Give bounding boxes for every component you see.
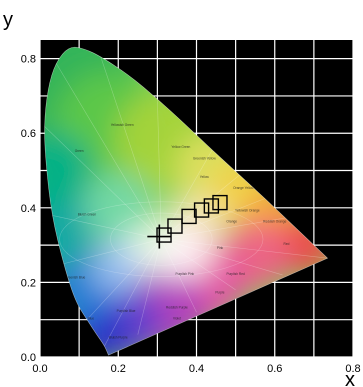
region-boundary-ring <box>110 212 213 266</box>
region-label: Purple <box>215 291 224 295</box>
region-label: Green <box>75 149 84 153</box>
region-boundary-line <box>161 217 286 240</box>
measurement-square <box>212 194 228 211</box>
color-blend-blob <box>44 132 94 209</box>
region-boundary-line <box>137 239 162 335</box>
region-boundary-line <box>44 125 162 240</box>
region-label: Blue <box>88 317 95 321</box>
region-label: Purplish Red <box>227 272 245 276</box>
white-point-glow <box>107 205 228 290</box>
x-tick-label: 0.2 <box>111 363 126 375</box>
y-axis-label: y <box>3 9 13 31</box>
region-label: Yellowish Orange <box>235 209 260 213</box>
region-label: Purplish Pink <box>175 272 194 276</box>
measurement-square <box>156 227 172 243</box>
region-label: Bluish Purple <box>109 335 128 339</box>
region-label: Reddish Orange <box>263 220 286 224</box>
region-label: Pink <box>217 246 224 250</box>
region-boundary-line <box>161 198 266 240</box>
x-tick-label: 0.6 <box>267 363 282 375</box>
region-boundary-line <box>161 238 328 259</box>
region-boundary-line <box>161 149 213 240</box>
y-tick-label: 0.8 <box>21 54 36 66</box>
x-tick-label: 0.0 <box>32 363 47 375</box>
region-label: Orange Yellow <box>233 186 254 190</box>
y-tick-label: 0.6 <box>21 128 36 140</box>
region-label: Yellow Green <box>171 145 190 149</box>
x-axis-label: x <box>345 369 355 387</box>
region-boundary-line <box>161 238 283 276</box>
spectral-locus-outline <box>44 46 329 356</box>
measurement-square <box>203 198 220 214</box>
measurement-markers <box>147 194 228 249</box>
x-tick-label: 0.8 <box>345 363 360 375</box>
region-boundaries <box>44 56 328 346</box>
x-tick-label: 0.4 <box>189 363 204 375</box>
region-label: Yellowish Green <box>111 123 134 127</box>
region-labels: Yellowish Green Yellow Green Greenish Yell… <box>65 123 290 340</box>
measurement-square <box>167 218 183 234</box>
region-label: Red <box>284 242 290 246</box>
region-boundary-line <box>51 214 162 240</box>
region-label: Violet <box>173 317 181 321</box>
region-boundary-line <box>104 239 162 346</box>
region-boundary-ring <box>59 201 264 277</box>
y-tick-label: 0.2 <box>21 277 36 289</box>
region-label: Orange <box>226 220 237 224</box>
region-label: Reddish Purple <box>166 306 188 310</box>
region-boundary-line <box>63 238 162 265</box>
region-boundary-line <box>55 62 162 240</box>
region-boundary-line <box>161 174 240 240</box>
region-boundary-line <box>161 238 236 291</box>
y-tick-label: 0.0 <box>21 352 36 364</box>
region-boundary-line <box>86 238 162 320</box>
region-label: Bluish Green <box>78 212 97 216</box>
region-boundary-line <box>161 239 197 313</box>
region-label: Greenish Yellow <box>193 156 217 160</box>
y-tick-label: 0.4 <box>21 203 36 215</box>
measurement-square <box>193 202 210 218</box>
region-boundary-line <box>157 98 162 240</box>
region-label: Purplish Blue <box>117 309 136 313</box>
region-label: Greenish Blue <box>65 276 85 280</box>
axes: y x 0.0 0.2 0.4 0.6 0.8 0.0 0.2 0.4 0.6 0.8 <box>3 9 361 387</box>
region-boundary-line <box>100 56 162 240</box>
region-label: Yellow <box>200 175 210 179</box>
